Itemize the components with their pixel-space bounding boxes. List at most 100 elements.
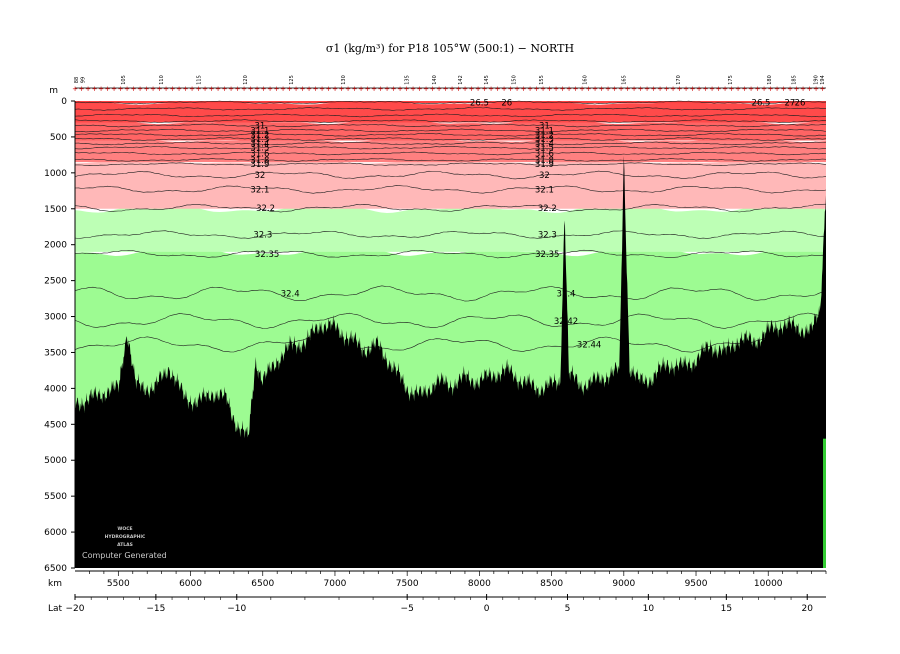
contour-label: 31.2 [535, 131, 554, 141]
contour-label: 32.3 [253, 231, 272, 241]
contour-line [74, 285, 827, 302]
latitude-tick-label: −20 [66, 604, 85, 614]
contour-label: 31.8 [250, 156, 269, 166]
station-marker: + [105, 85, 111, 93]
station-marker: + [417, 85, 423, 93]
station-label: 110 [159, 75, 165, 85]
contour-label: 31 [539, 121, 550, 131]
contour-label: 31.4 [250, 139, 269, 149]
depth-tick-label: 2500 [44, 277, 67, 287]
density-band [75, 204, 826, 252]
station-marker: + [709, 85, 715, 93]
station-marker: + [111, 85, 117, 93]
contour-label: 32 [539, 171, 550, 181]
latitude-tick-label: −5 [401, 604, 414, 614]
station-marker: + [683, 85, 689, 93]
station-label: 165 [621, 75, 627, 85]
distance-tick-label: 9500 [685, 579, 708, 589]
station-marker: + [209, 85, 215, 93]
station-marker: + [85, 85, 91, 93]
contour-label: 31.3 [535, 135, 554, 145]
station-label: 135 [405, 75, 411, 85]
contour-label: 31.8 [535, 156, 554, 166]
station-marker: + [488, 85, 494, 93]
station-marker: + [163, 85, 169, 93]
contour-label: 32.42 [554, 317, 578, 327]
station-marker: + [742, 85, 748, 93]
station-marker: + [248, 85, 254, 93]
station-marker: + [612, 85, 618, 93]
contour-label: 26 [501, 98, 512, 108]
station-marker: + [657, 85, 663, 93]
station-marker: + [274, 85, 280, 93]
station-label: 170 [676, 75, 682, 85]
station-marker: + [183, 85, 189, 93]
latitude-tick-label: −15 [146, 604, 165, 614]
contour-line [74, 141, 827, 146]
station-marker: + [482, 85, 488, 93]
contour-label: 32.35 [255, 250, 279, 260]
station-marker: + [592, 85, 598, 93]
station-marker: + [365, 85, 371, 93]
woce-logo: WOCE HYDROGRAPHIC ATLAS Computer Generat… [82, 526, 167, 560]
station-marker: + [586, 85, 592, 93]
station-label: 105 [121, 75, 127, 85]
station-marker: + [137, 85, 143, 93]
station-label: 130 [341, 75, 347, 85]
contour-line [74, 119, 827, 123]
station-marker: + [716, 85, 722, 93]
distance-tick-label: 9000 [612, 579, 635, 589]
station-marker: + [261, 85, 267, 93]
station-marker: + [722, 85, 728, 93]
station-label: 194 [820, 75, 826, 85]
station-marker: + [79, 85, 85, 93]
latitude-axis-unit: Lat [48, 604, 63, 614]
station-marker: + [189, 85, 195, 93]
station-label: 180 [767, 75, 773, 85]
station-marker: + [651, 85, 657, 93]
density-band [75, 101, 826, 104]
contour-label: 32.2 [538, 204, 557, 214]
station-marker: + [423, 85, 429, 93]
distance-tick-label: 10000 [754, 579, 783, 589]
station-marker: + [729, 85, 735, 93]
contour-label: 31.5 [250, 144, 269, 154]
station-label: 125 [289, 75, 295, 85]
station-marker: + [430, 85, 436, 93]
station-marker: + [514, 85, 520, 93]
station-marker: + [397, 85, 403, 93]
station-label: 175 [728, 75, 734, 85]
station-marker: + [345, 85, 351, 93]
contour-line [74, 312, 827, 329]
station-marker: + [820, 85, 826, 93]
station-marker: + [306, 85, 312, 93]
contour-label: 32.44 [577, 341, 601, 351]
contour-label: 32 [254, 171, 265, 181]
station-marker: + [534, 85, 540, 93]
station-marker: + [404, 85, 410, 93]
station-marker: + [267, 85, 273, 93]
station-marker: + [157, 85, 163, 93]
contour-label: 26 [795, 98, 806, 108]
station-marker: + [573, 85, 579, 93]
contour-label: 32.4 [557, 290, 576, 300]
contour-line [74, 113, 827, 118]
station-marker: + [176, 85, 182, 93]
station-marker: + [449, 85, 455, 93]
latitude-tick-label: −10 [227, 604, 246, 614]
station-marker: + [384, 85, 390, 93]
latitude-tick-label: 5 [565, 604, 571, 614]
station-marker: + [781, 85, 787, 93]
station-marker: + [540, 85, 546, 93]
contour-line [74, 230, 827, 239]
station-label: 115 [197, 75, 203, 85]
station-marker: + [735, 85, 741, 93]
station-marker: + [625, 85, 631, 93]
station-marker: + [774, 85, 780, 93]
station-marker: + [768, 85, 774, 93]
contour-label: 26.5 [752, 98, 771, 108]
contour-line [74, 336, 827, 353]
station-marker: + [222, 85, 228, 93]
contour-label: 31.4 [535, 139, 554, 149]
